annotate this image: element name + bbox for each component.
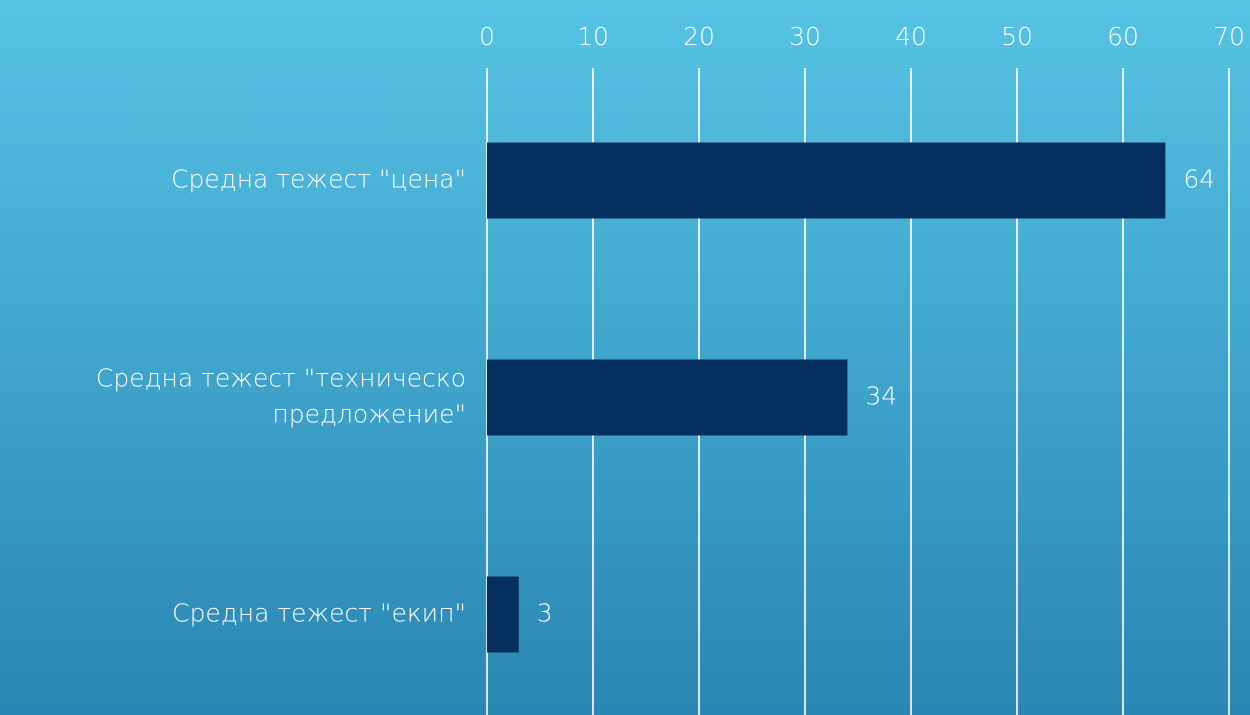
x-tick-label: 20 — [683, 22, 715, 51]
category-label-line: предложение" — [272, 400, 466, 429]
x-tick-label: 40 — [895, 22, 927, 51]
x-tick-label: 70 — [1213, 22, 1245, 51]
x-tick-label: 0 — [479, 22, 495, 51]
x-tick-label: 60 — [1107, 22, 1139, 51]
bar-0 — [487, 142, 1166, 219]
category-label-0: Средна тежест "цена" — [171, 165, 466, 194]
x-axis-ticks: 0 10 20 30 40 50 60 70 — [479, 22, 1245, 51]
category-label-1: Средна тежест "техническо предложение" — [96, 364, 466, 429]
category-label-2: Средна тежест "екип" — [172, 599, 466, 628]
bar-1 — [487, 359, 848, 436]
category-label-line: Средна тежест "екип" — [172, 599, 466, 628]
category-label-line: Средна тежест "цена" — [171, 165, 466, 194]
category-label-line: Средна тежест "техническо — [96, 364, 466, 393]
data-label-1: 34 — [865, 382, 897, 411]
data-labels: 64 34 3 — [537, 165, 1215, 628]
x-tick-label: 50 — [1001, 22, 1033, 51]
bars — [487, 142, 1166, 653]
data-label-0: 64 — [1183, 165, 1215, 194]
x-tick-label: 30 — [789, 22, 821, 51]
data-label-2: 3 — [537, 599, 553, 628]
x-tick-label: 10 — [577, 22, 609, 51]
bar-2 — [487, 576, 519, 653]
category-labels: Средна тежест "цена" Средна тежест "техни… — [96, 165, 466, 628]
